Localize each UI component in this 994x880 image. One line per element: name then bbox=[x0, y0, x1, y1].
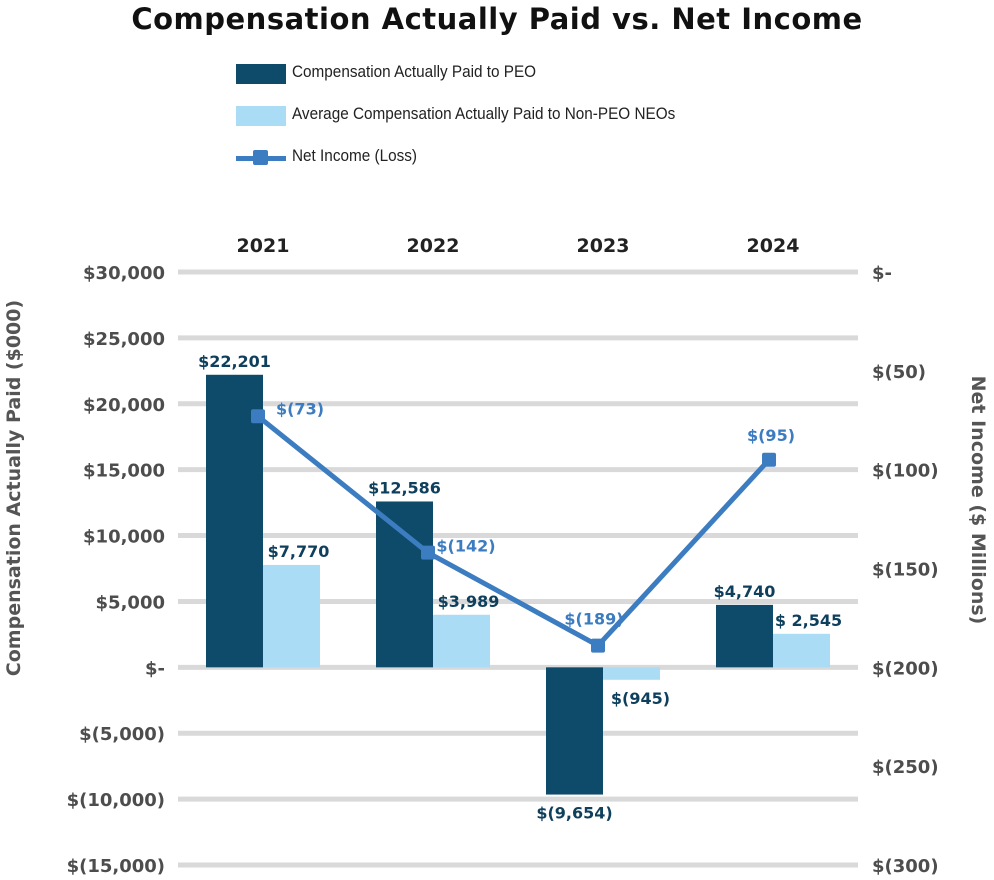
bar-data-label: $ 2,545 bbox=[775, 611, 842, 630]
bar-data-label: $4,740 bbox=[714, 582, 776, 601]
net-income-marker bbox=[421, 545, 435, 560]
category-label: 2021 bbox=[237, 235, 290, 257]
bar-non-peo bbox=[773, 633, 830, 668]
y-left-tick-label: $25,000 bbox=[83, 329, 165, 350]
bar-peo bbox=[716, 604, 773, 668]
y-right-tick-label: $(250) bbox=[872, 757, 939, 778]
y-right-tick-label: $(50) bbox=[872, 362, 926, 383]
bar-non-peo bbox=[263, 564, 320, 668]
bar-peo bbox=[376, 501, 433, 668]
y-right-tick-label: $(200) bbox=[872, 658, 939, 679]
net-income-line bbox=[256, 414, 771, 649]
y-right-tick-label: $(150) bbox=[872, 560, 939, 581]
net-income-marker bbox=[591, 638, 605, 653]
y-left-tick-label: $(5,000) bbox=[79, 724, 165, 745]
y-right-tick-label: $- bbox=[872, 263, 892, 284]
category-label: 2023 bbox=[577, 235, 630, 257]
y-left-tick-label: $- bbox=[145, 658, 165, 679]
chart-title: Compensation Actually Paid vs. Net Incom… bbox=[131, 2, 863, 36]
legend-label-peo: Compensation Actually Paid to PEO bbox=[292, 62, 537, 81]
bar-data-label: $3,989 bbox=[438, 592, 500, 611]
y-left-tick-label: $(15,000) bbox=[67, 856, 165, 877]
y-left-tick-label: $15,000 bbox=[83, 461, 165, 482]
bar-data-label: $7,770 bbox=[268, 542, 330, 561]
legend-label-net-income: Net Income (Loss) bbox=[292, 146, 418, 165]
legend-swatch-peo bbox=[236, 64, 286, 84]
bar-peo bbox=[546, 667, 603, 795]
net-income-data-label: $(142) bbox=[436, 537, 495, 556]
category-label: 2022 bbox=[407, 235, 460, 257]
y-left-tick-label: $20,000 bbox=[83, 395, 165, 416]
y-left-tick-label: $30,000 bbox=[83, 263, 165, 284]
y-left-tick-label: $5,000 bbox=[96, 592, 165, 613]
legend-label-non-peo: Average Compensation Actually Paid to No… bbox=[292, 104, 676, 123]
bar-data-label: $12,586 bbox=[368, 478, 441, 497]
bar-data-label: $(945) bbox=[611, 689, 670, 708]
net-income-data-label: $(95) bbox=[747, 426, 795, 445]
legend-marker-net-income bbox=[253, 150, 268, 165]
y-right-tick-label: $(300) bbox=[872, 856, 939, 877]
y-left-tick-label: $10,000 bbox=[83, 527, 165, 548]
net-income-marker bbox=[251, 409, 265, 424]
bar-data-label: $(9,654) bbox=[536, 804, 612, 823]
bar-non-peo bbox=[603, 667, 660, 680]
net-income-data-label: $(189) bbox=[564, 610, 623, 629]
y-right-tick-label: $(100) bbox=[872, 461, 939, 482]
bar-data-label: $22,201 bbox=[198, 352, 271, 371]
category-label: 2024 bbox=[747, 235, 800, 257]
net-income-data-label: $(73) bbox=[276, 399, 324, 418]
y-left-tick-label: $(10,000) bbox=[67, 790, 165, 811]
bar-peo bbox=[206, 374, 263, 668]
net-income-marker bbox=[762, 452, 776, 467]
legend-swatch-non-peo bbox=[236, 106, 286, 126]
bar-non-peo bbox=[433, 614, 490, 668]
